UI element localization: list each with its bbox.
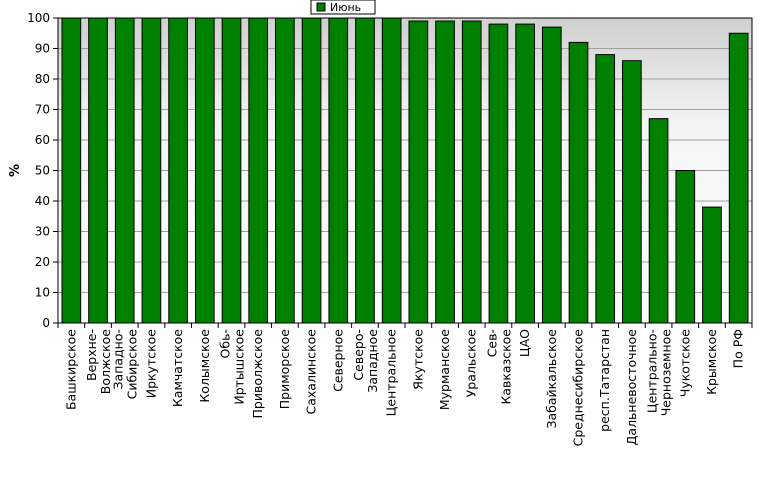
bar bbox=[194, 17, 215, 324]
x-tick-label: Башкирское bbox=[63, 329, 78, 410]
y-tick-label: 0 bbox=[42, 316, 50, 330]
y-tick-labels: 0 10 20 30 40 50 60 70 80 90 100 bbox=[27, 11, 50, 330]
x-tick-label: Колымское bbox=[197, 329, 212, 403]
x-tick-label: Уральское bbox=[464, 329, 479, 398]
x-tick-label: Центрально-Черноземное bbox=[645, 329, 674, 417]
bar bbox=[301, 17, 322, 324]
x-tick-label: Приморское bbox=[277, 329, 292, 410]
bar bbox=[88, 17, 108, 324]
x-tick-label: По РФ bbox=[731, 329, 746, 369]
x-tick-label: Сахалинское bbox=[304, 329, 319, 415]
x-tick-label: респ.Татарстан bbox=[597, 329, 612, 432]
y-tick-label: 20 bbox=[35, 255, 50, 269]
y-axis-label: % bbox=[8, 164, 23, 177]
y-tick-label: 90 bbox=[35, 42, 50, 56]
x-tick-label: Мурманское bbox=[437, 329, 452, 410]
x-tick-label: Западно-Сибирское bbox=[111, 329, 140, 400]
x-tick-label: Крымское bbox=[704, 329, 719, 395]
bar bbox=[221, 17, 242, 324]
x-tick-label: Среднесибирское bbox=[571, 329, 586, 447]
y-tick-label: 100 bbox=[27, 11, 50, 25]
legend-label: Июнь bbox=[330, 1, 361, 14]
bar bbox=[675, 170, 696, 324]
bar bbox=[461, 20, 482, 324]
bar bbox=[408, 20, 429, 324]
bar bbox=[61, 17, 82, 324]
x-tick-label: ЦАО bbox=[517, 329, 532, 357]
y-tick-label: 30 bbox=[35, 225, 50, 239]
bar bbox=[328, 17, 349, 324]
bar bbox=[141, 17, 162, 324]
legend-box bbox=[310, 0, 376, 15]
bar bbox=[355, 17, 375, 324]
y-tick-label: 70 bbox=[35, 103, 50, 117]
x-tick-labels: Башкирское Верхне-ВолжскоеЗападно-Сибирск… bbox=[63, 329, 745, 447]
x-tick-label: Центральное bbox=[384, 329, 399, 417]
bar bbox=[168, 17, 188, 324]
x-tick-label: Камчатское bbox=[170, 329, 185, 407]
x-tick-label: Якутское bbox=[410, 329, 425, 390]
bar bbox=[114, 17, 135, 324]
bar bbox=[515, 23, 535, 324]
bar bbox=[595, 54, 616, 324]
x-tick-label: Сев-Кавказское bbox=[484, 329, 513, 405]
bar bbox=[702, 206, 722, 324]
axes bbox=[53, 17, 753, 328]
bar bbox=[435, 20, 455, 324]
bar bbox=[248, 17, 269, 324]
bar bbox=[648, 118, 669, 324]
y-tick-label: 10 bbox=[35, 286, 50, 300]
legend: Июнь bbox=[310, 0, 376, 15]
y-tick-label: 40 bbox=[35, 194, 50, 208]
y-tick-label: 60 bbox=[35, 133, 50, 147]
bar bbox=[381, 17, 402, 324]
bar bbox=[275, 17, 295, 324]
x-tick-label: Иркутское bbox=[143, 329, 158, 399]
x-tick-label: Северо-Западное bbox=[351, 329, 380, 393]
y-tick-label: 80 bbox=[35, 72, 50, 86]
x-tick-label: Обь-Иртышское bbox=[218, 329, 247, 405]
x-tick-label: Дальневосточное bbox=[624, 329, 639, 446]
bar bbox=[541, 26, 562, 324]
y-tick-label: 50 bbox=[35, 164, 50, 178]
bar bbox=[728, 32, 749, 324]
legend-swatch bbox=[316, 2, 326, 12]
bar bbox=[488, 23, 509, 324]
x-tick-label: Приволжское bbox=[250, 329, 265, 419]
x-tick-label: Чукотское bbox=[677, 329, 692, 398]
x-tick-label: Забайкальское bbox=[544, 329, 559, 429]
bar bbox=[568, 41, 589, 324]
bar bbox=[622, 60, 642, 324]
x-tick-label: Северное bbox=[330, 329, 345, 392]
x-tick-label: Верхне-Волжское bbox=[84, 329, 113, 395]
